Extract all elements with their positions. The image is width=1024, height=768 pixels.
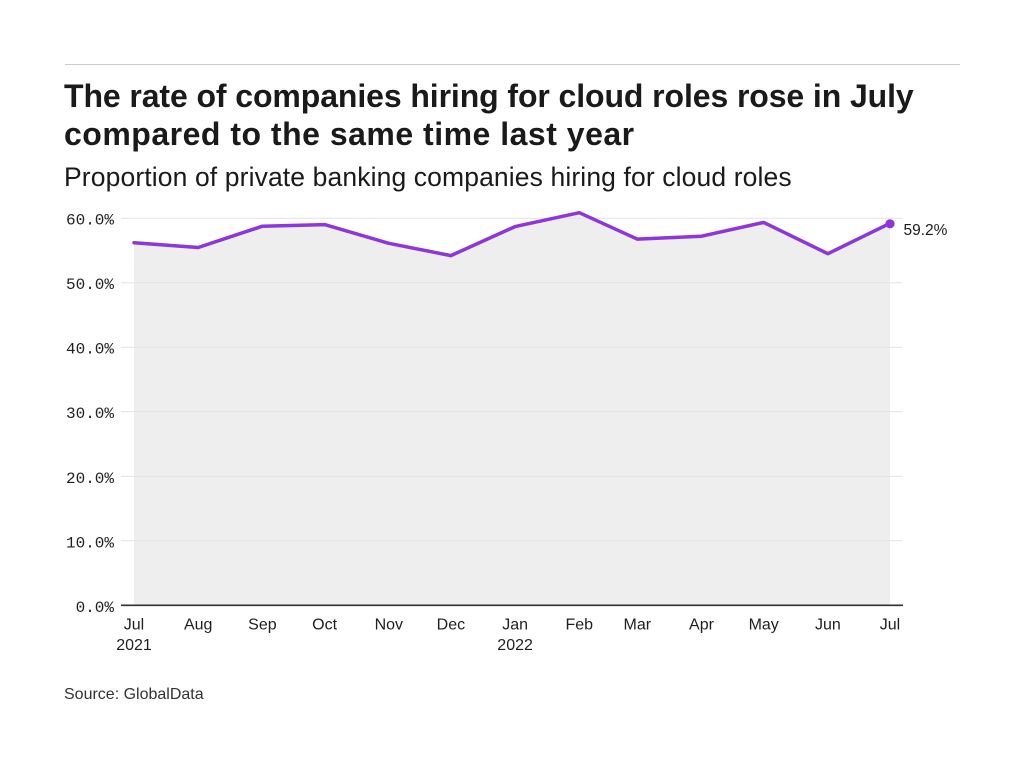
svg-text:Dec: Dec xyxy=(437,617,465,634)
svg-text:Feb: Feb xyxy=(566,617,594,634)
svg-text:60.0%: 60.0% xyxy=(66,212,114,230)
svg-text:59.2%: 59.2% xyxy=(904,222,948,239)
svg-text:20.0%: 20.0% xyxy=(66,470,114,488)
svg-text:Jul: Jul xyxy=(880,617,900,634)
svg-text:Mar: Mar xyxy=(624,617,652,634)
svg-text:Aug: Aug xyxy=(184,617,212,634)
svg-text:50.0%: 50.0% xyxy=(66,276,114,294)
svg-text:Jun: Jun xyxy=(815,617,841,634)
svg-text:40.0%: 40.0% xyxy=(66,341,114,359)
svg-text:2021: 2021 xyxy=(116,637,152,654)
svg-text:Apr: Apr xyxy=(689,617,715,634)
svg-text:Nov: Nov xyxy=(375,617,403,634)
svg-text:Oct: Oct xyxy=(312,617,337,634)
svg-text:10.0%: 10.0% xyxy=(66,534,114,552)
svg-text:Jul: Jul xyxy=(124,617,144,634)
svg-text:30.0%: 30.0% xyxy=(66,405,114,423)
svg-text:May: May xyxy=(749,617,779,634)
svg-text:Jan: Jan xyxy=(502,617,528,634)
svg-text:Sep: Sep xyxy=(248,617,277,634)
svg-text:0.0%: 0.0% xyxy=(76,599,115,617)
svg-text:2022: 2022 xyxy=(497,637,533,654)
